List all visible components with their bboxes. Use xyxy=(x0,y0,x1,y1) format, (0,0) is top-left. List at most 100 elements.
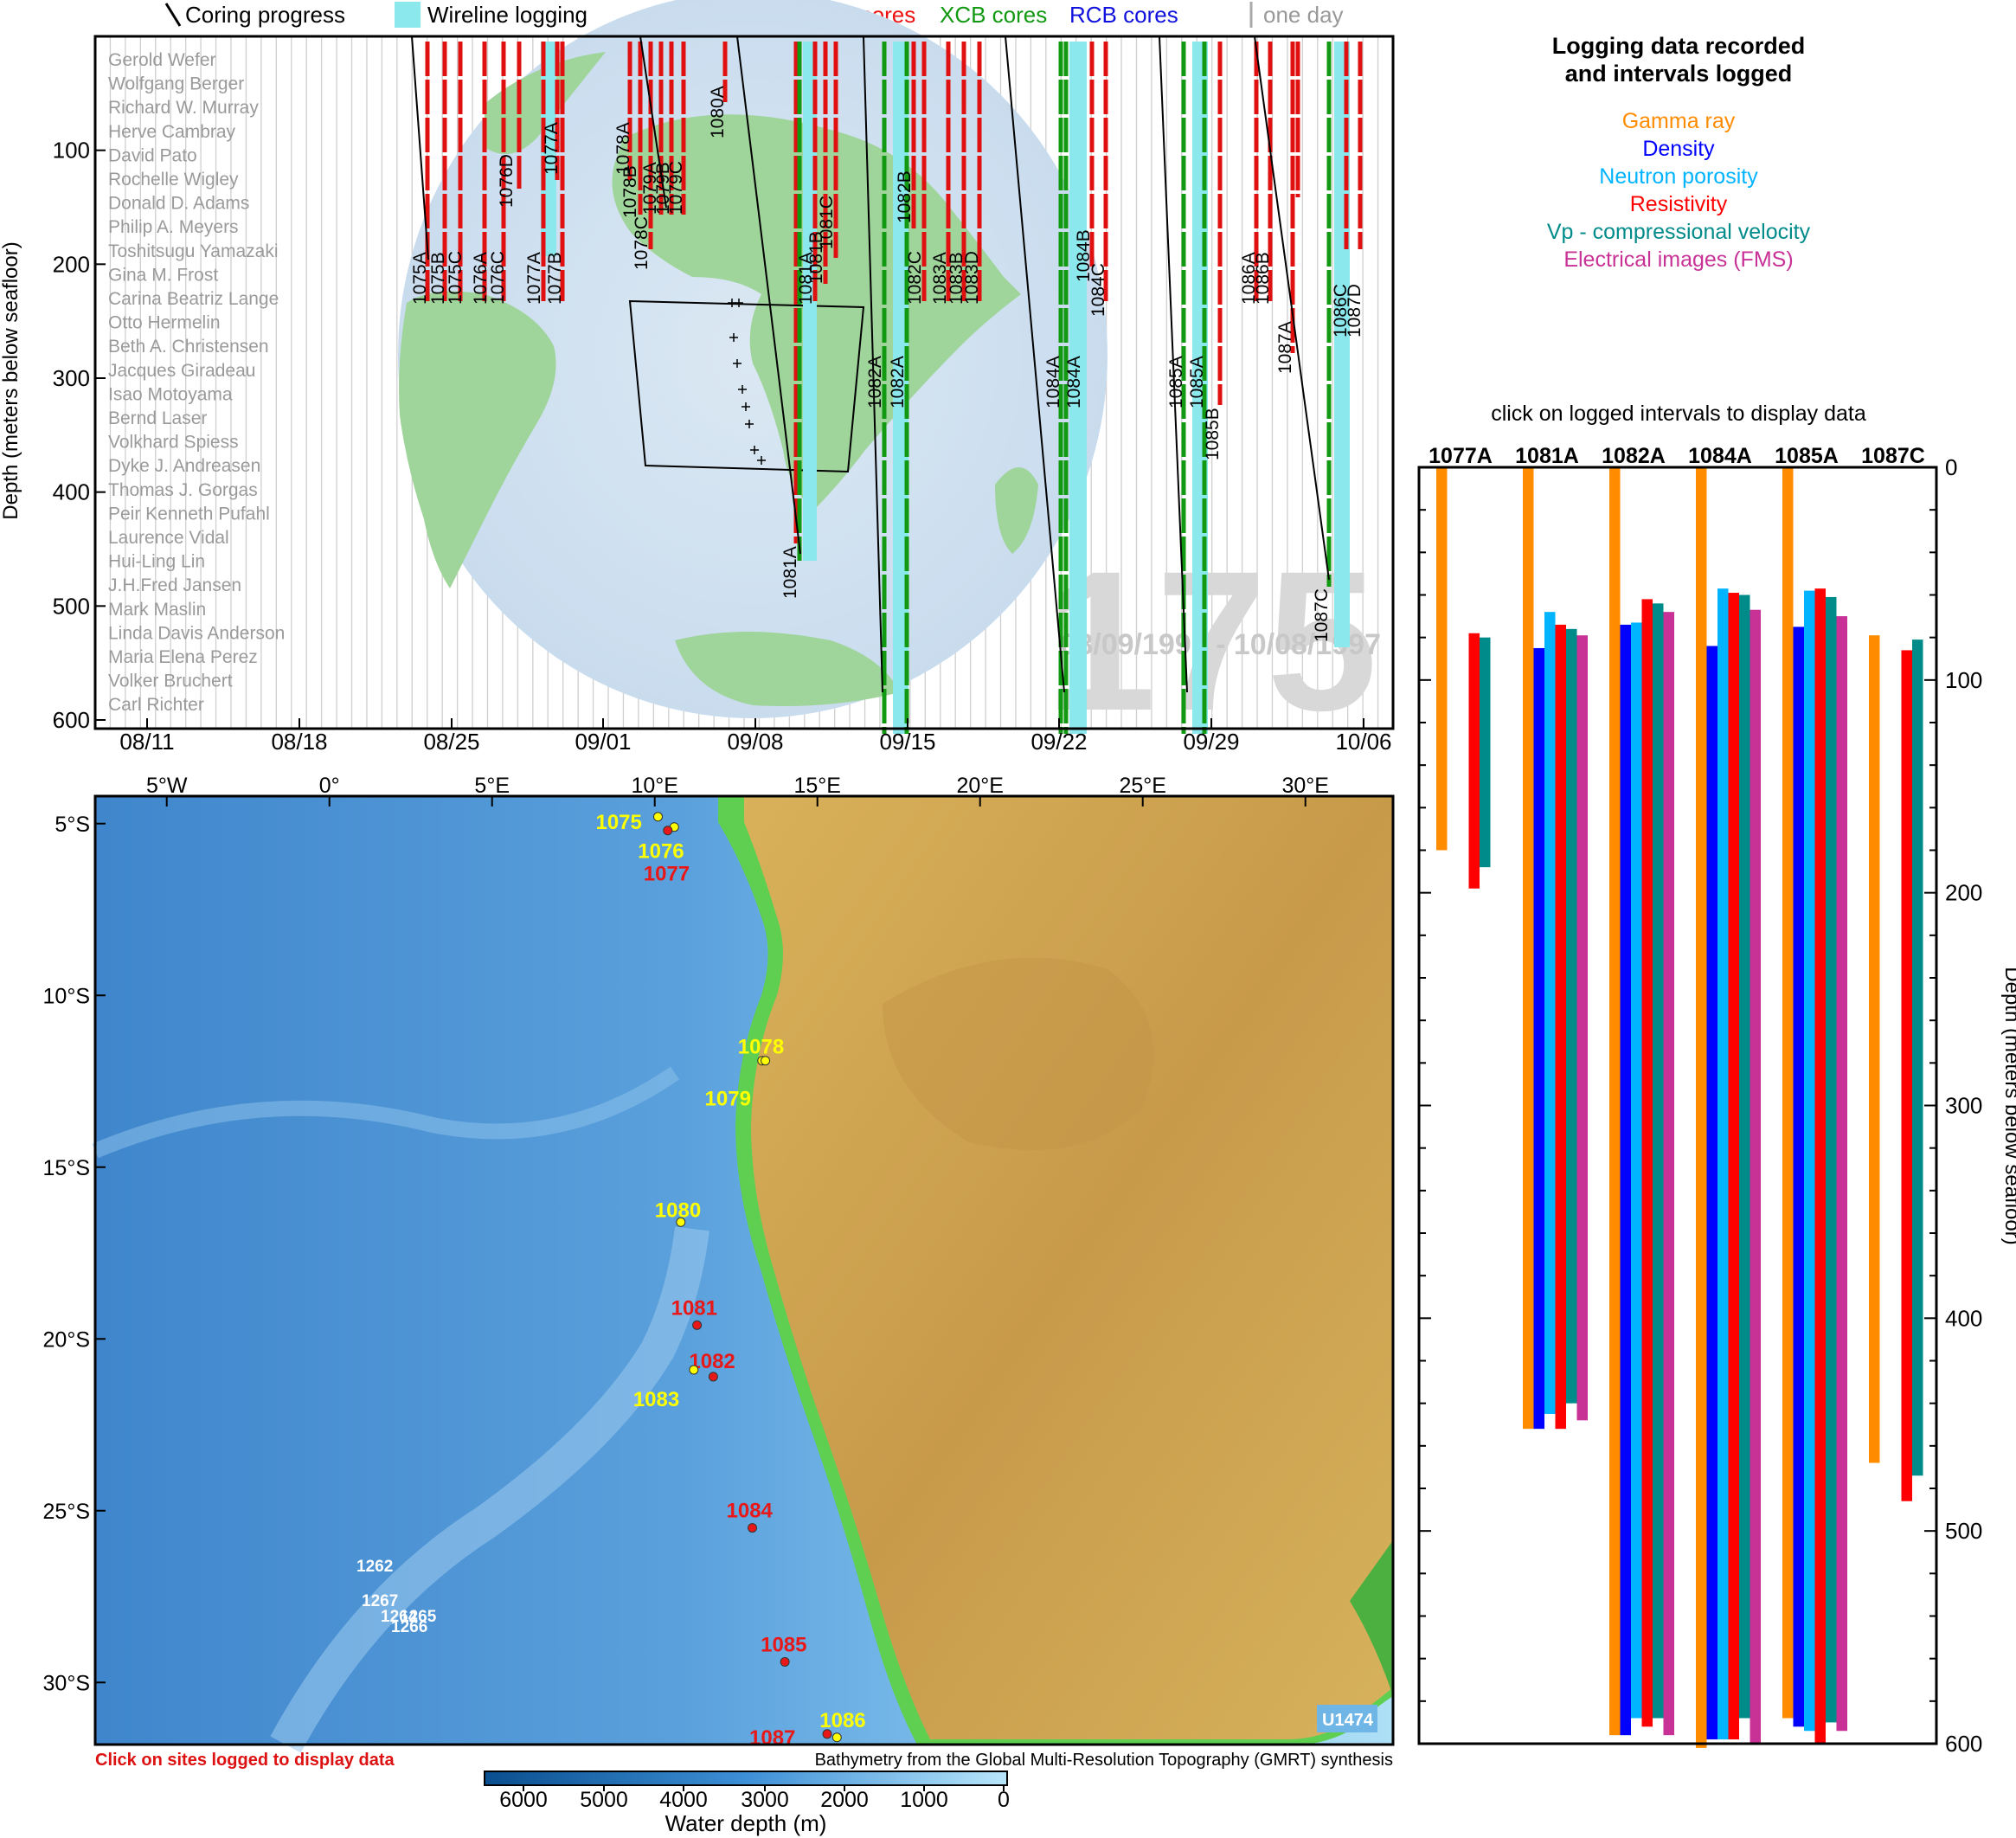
log-bar-1085A-electrical[interactable] xyxy=(1836,616,1848,1732)
hole-label: 1087C xyxy=(1312,588,1332,642)
hole-header-1082A: 1082A xyxy=(1602,444,1666,468)
badge-u1474[interactable]: U1474 xyxy=(1322,1711,1374,1730)
log-bar-1084A-resistivity[interactable] xyxy=(1728,593,1740,1740)
log-bar-1082A-gamma[interactable] xyxy=(1609,467,1621,1736)
scientist-name: David Pato xyxy=(108,145,197,165)
scientist-name: Isao Motoyama xyxy=(108,384,233,404)
log-bar-1082A-density[interactable] xyxy=(1620,624,1632,1736)
site-marker-1080[interactable] xyxy=(676,1217,686,1227)
log-bar-1082A-neutron[interactable] xyxy=(1631,622,1642,1719)
site-cross-icon xyxy=(738,385,747,394)
log-bar-1085A-density[interactable] xyxy=(1793,627,1805,1727)
log-bar-1085A-gamma[interactable] xyxy=(1782,467,1794,1719)
site-cross-icon xyxy=(745,420,754,428)
log-bar-1081A-electrical[interactable] xyxy=(1576,635,1589,1421)
wireline-bar[interactable] xyxy=(1334,42,1350,647)
site-marker-1082[interactable] xyxy=(708,1372,718,1382)
log-bar-1081A-density[interactable] xyxy=(1533,647,1545,1430)
log-title-1: Logging data recorded xyxy=(1552,33,1806,59)
legend-one-day: one day xyxy=(1263,2,1344,28)
x-tick-label: 09/22 xyxy=(1030,729,1087,755)
log-bar-1081A-gamma[interactable] xyxy=(1523,467,1534,1430)
hole-label: 1079A xyxy=(640,162,660,215)
log-bar-1081A-neutron[interactable] xyxy=(1544,612,1556,1414)
site-marker-1079[interactable] xyxy=(761,1056,771,1066)
lon-label: 10°E xyxy=(631,774,677,798)
log-bar-1084A-vp[interactable] xyxy=(1739,594,1750,1719)
log-bar-1081A-resistivity[interactable] xyxy=(1555,624,1567,1430)
log-bar-1087C-gamma[interactable] xyxy=(1869,635,1880,1463)
log-bar-1077A-gamma[interactable] xyxy=(1436,467,1448,851)
scientist-name: Beth A. Christensen xyxy=(108,337,269,357)
hole-header-1081A: 1081A xyxy=(1515,444,1579,468)
site-marker-1086[interactable] xyxy=(831,1732,842,1743)
log-bar-1077A-resistivity[interactable] xyxy=(1468,633,1480,889)
other-site-label: 1266 xyxy=(391,1618,427,1636)
log-type-legend: Gamma ray Density Neutron porosity Resistiv… xyxy=(1547,109,1811,272)
timeline-y-axis: 100 200 300 400 500 600 xyxy=(53,138,106,733)
log-bar-1087C-resistivity[interactable] xyxy=(1901,650,1913,1501)
log-bar-1082A-electrical[interactable] xyxy=(1663,612,1675,1736)
site-label-1084[interactable]: 1084 xyxy=(727,1500,774,1523)
site-marker-1081[interactable] xyxy=(692,1320,703,1330)
lon-label: 30°E xyxy=(1281,774,1328,798)
site-marker-1077[interactable] xyxy=(663,826,673,836)
log-bar-1087C-vp[interactable] xyxy=(1912,639,1923,1476)
logged-interval-bars[interactable]: 1077A 1081A 1082A 1084A 1085A 1087C xyxy=(1429,444,1925,1748)
drill-sites[interactable]: 1075107610771078107910801081108210831084… xyxy=(595,811,865,1750)
core-columns[interactable] xyxy=(425,42,1363,734)
log-bar-1082A-vp[interactable] xyxy=(1653,603,1664,1719)
log-frame xyxy=(1417,466,1938,1745)
site-marker-1085[interactable] xyxy=(780,1656,790,1667)
map-credit: Bathymetry from the Global Multi-Resolut… xyxy=(815,1751,1393,1770)
x-tick-label: 10/06 xyxy=(1335,729,1391,755)
hole-label: 1081C xyxy=(817,196,837,249)
site-label-1087[interactable]: 1087 xyxy=(749,1726,795,1750)
site-label-1078[interactable]: 1078 xyxy=(738,1036,784,1059)
scientist-name: Richard W. Murray xyxy=(108,98,259,118)
log-bar-1082A-resistivity[interactable] xyxy=(1641,599,1653,1727)
log-bar-1081A-vp[interactable] xyxy=(1566,628,1577,1404)
scientist-name: Laurence Vidal xyxy=(108,528,229,548)
scientist-name: Mark Maslin xyxy=(108,600,206,620)
scientist-name: Toshitsugu Yamazaki xyxy=(108,241,279,261)
hole-label: 1080A xyxy=(708,86,728,138)
log-bar-1085A-vp[interactable] xyxy=(1826,596,1837,1723)
site-cross-icon xyxy=(750,446,759,454)
scientist-name: Bernd Laser xyxy=(108,408,207,428)
lon-label: 15°E xyxy=(793,774,840,798)
log-bar-1084A-gamma[interactable] xyxy=(1696,467,1707,1748)
coring-line xyxy=(1005,35,1065,693)
site-label-1086[interactable]: 1086 xyxy=(819,1709,865,1732)
hole-label: 1082C xyxy=(905,251,925,305)
timeline-y-label: Depth (meters below seafloor) xyxy=(0,241,22,519)
site-label-1085[interactable]: 1085 xyxy=(761,1633,806,1656)
map-axes: 5°W 0° 5°E 10°E 15°E 20°E 25°E 30°E 5°S 10°S 15°S 2… xyxy=(43,774,1329,1695)
log-bar-1084A-neutron[interactable] xyxy=(1717,588,1729,1740)
log-bar-1085A-resistivity[interactable] xyxy=(1814,588,1827,1744)
south-america-landmass xyxy=(399,291,556,588)
log-bar-1084A-electrical[interactable] xyxy=(1750,609,1762,1745)
site-marker-1084[interactable] xyxy=(748,1523,758,1533)
site-label-1076[interactable]: 1076 xyxy=(638,840,684,864)
site-marker-1087[interactable] xyxy=(822,1729,832,1739)
log-bar-1077A-vp[interactable] xyxy=(1480,637,1491,868)
site-label-1075[interactable]: 1075 xyxy=(595,811,641,834)
log-bar-1084A-density[interactable] xyxy=(1706,646,1718,1740)
site-label-1079[interactable]: 1079 xyxy=(705,1088,751,1111)
scientist-name: Volker Bruchert xyxy=(108,672,233,691)
other-site-label: 1265 xyxy=(400,1608,437,1626)
site-label-1080[interactable]: 1080 xyxy=(655,1199,701,1222)
site-label-1083[interactable]: 1083 xyxy=(633,1388,679,1411)
site-marker-1083[interactable] xyxy=(689,1365,699,1375)
lat-label: 25°S xyxy=(43,1500,90,1524)
y-tick-label: 500 xyxy=(53,593,90,619)
site-marker-1075[interactable] xyxy=(652,812,663,822)
scientist-name: Linda Davis Anderson xyxy=(108,623,285,643)
legend-coring: Coring progress xyxy=(185,2,345,28)
wireline-bar[interactable] xyxy=(1069,42,1087,734)
log-bar-1085A-neutron[interactable] xyxy=(1804,590,1815,1732)
scientist-name: Wolfgang Berger xyxy=(108,74,244,94)
site-label-1081[interactable]: 1081 xyxy=(671,1296,717,1320)
site-label-1077[interactable]: 1077 xyxy=(644,863,690,886)
